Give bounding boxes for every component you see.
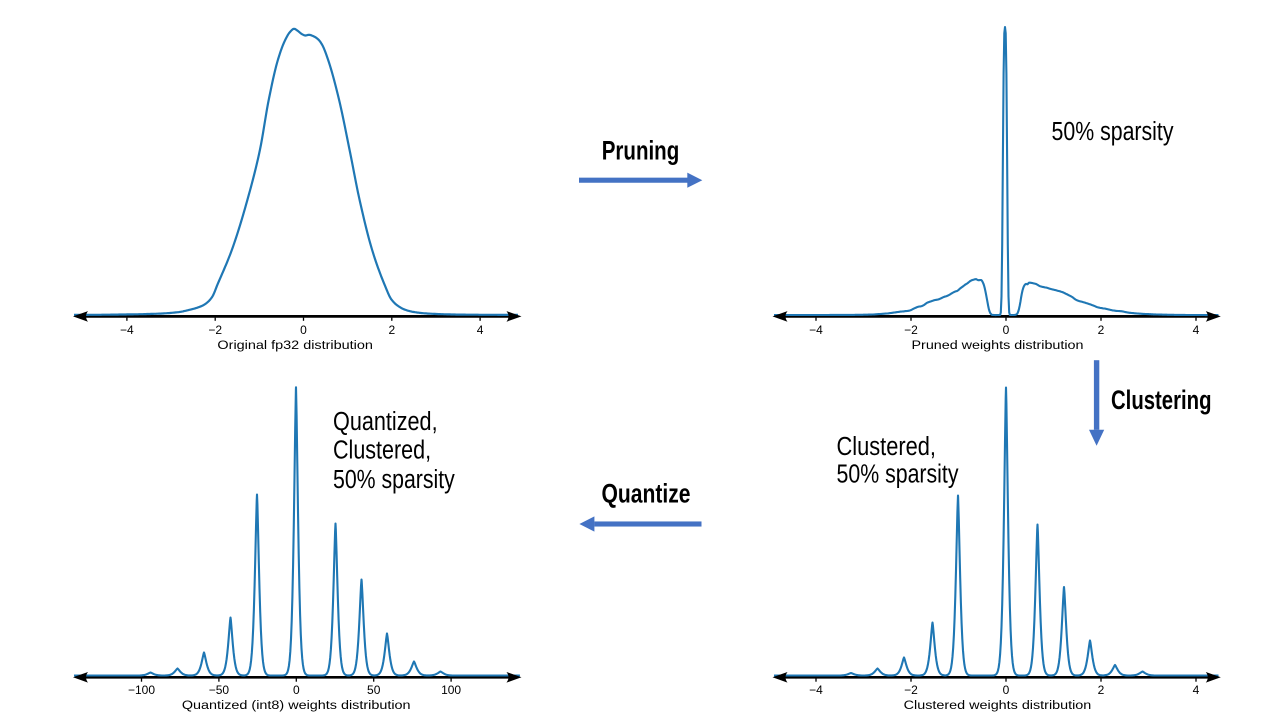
svg-text:−2: −2 [904, 323, 918, 337]
svg-text:2: 2 [1098, 683, 1105, 697]
svg-text:−50: −50 [209, 683, 230, 697]
svg-text:−4: −4 [809, 683, 823, 697]
svg-text:0: 0 [293, 683, 300, 697]
svg-text:0: 0 [1003, 323, 1010, 337]
svg-text:50% sparsity: 50% sparsity [1052, 116, 1175, 146]
svg-text:−4: −4 [809, 323, 823, 337]
svg-text:Clustered,: Clustered, [333, 434, 431, 464]
svg-text:100: 100 [441, 683, 461, 697]
svg-text:Original fp32 distribution: Original fp32 distribution [217, 338, 373, 352]
svg-text:50% sparsity: 50% sparsity [837, 458, 960, 488]
svg-text:Clustering: Clustering [1111, 385, 1212, 415]
svg-text:Quantized,: Quantized, [333, 406, 438, 436]
svg-text:0: 0 [1003, 683, 1010, 697]
svg-text:−100: −100 [128, 683, 155, 697]
svg-text:2: 2 [1098, 323, 1105, 337]
svg-text:Pruned weights distribution: Pruned weights distribution [912, 338, 1084, 352]
svg-text:50% sparsity: 50% sparsity [333, 464, 455, 494]
svg-text:4: 4 [1193, 323, 1200, 337]
svg-text:−4: −4 [120, 323, 134, 337]
svg-text:2: 2 [388, 323, 395, 337]
svg-text:Pruning: Pruning [602, 135, 680, 165]
svg-text:Quantize: Quantize [602, 479, 691, 509]
svg-text:Quantized (int8) weights distr: Quantized (int8) weights distribution [182, 698, 411, 712]
svg-text:Clustered weights distribution: Clustered weights distribution [904, 698, 1092, 712]
svg-text:−2: −2 [208, 323, 222, 337]
svg-text:Clustered,: Clustered, [837, 431, 937, 461]
svg-text:4: 4 [1193, 683, 1200, 697]
svg-text:50: 50 [367, 683, 381, 697]
svg-text:0: 0 [300, 323, 307, 337]
svg-text:−2: −2 [904, 683, 918, 697]
svg-text:4: 4 [477, 323, 484, 337]
